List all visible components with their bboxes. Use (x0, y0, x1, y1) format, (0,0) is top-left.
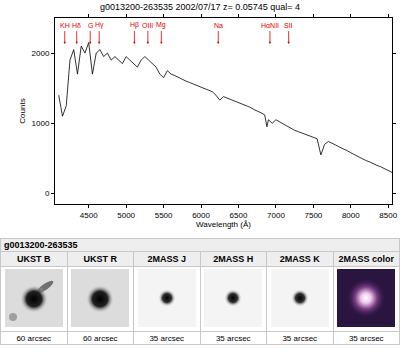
html-text:60 arcsec: 60 arcsec (16, 333, 52, 343)
svg-text:Wavelength (Å): Wavelength (Å) (196, 220, 251, 229)
html-text:g0013200-263535: g0013200-263535 (4, 240, 78, 250)
svg-text:8000: 8000 (342, 211, 360, 220)
svg-text:0: 0 (45, 189, 50, 198)
svg-text:6500: 6500 (230, 211, 248, 220)
svg-text:5500: 5500 (155, 211, 173, 220)
html-text:2MASS J: 2MASS J (147, 254, 186, 264)
html-text:2MASS color: 2MASS color (338, 254, 394, 264)
html-text:35 arcsec: 35 arcsec (282, 333, 318, 343)
svg-text:Mg: Mg (156, 21, 166, 29)
html-text:35 arcsec: 35 arcsec (215, 333, 251, 343)
svg-text:SII: SII (284, 22, 293, 29)
svg-text:5000: 5000 (117, 211, 135, 220)
svg-text:7000: 7000 (267, 211, 285, 220)
svg-text:4500: 4500 (80, 211, 98, 220)
svg-text:6000: 6000 (192, 211, 210, 220)
svg-text:g0013200-263535 2002/07/17 z=: g0013200-263535 2002/07/17 z= 0.05745 qu… (100, 2, 300, 12)
svg-text:G: G (88, 22, 93, 29)
svg-text:Na: Na (214, 22, 223, 29)
svg-text:7500: 7500 (304, 211, 322, 220)
svg-text:2000: 2000 (32, 49, 50, 58)
svg-text:KH: KH (60, 22, 70, 29)
svg-text:Hγ: Hγ (95, 21, 104, 29)
svg-text:Hβ: Hβ (130, 21, 139, 29)
html-text:35 arcsec: 35 arcsec (149, 333, 185, 343)
html-text:60 arcsec: 60 arcsec (82, 333, 118, 343)
html-text:35 arcsec: 35 arcsec (348, 333, 384, 343)
svg-text:HαNII: HαNII (261, 22, 279, 29)
svg-text:8500: 8500 (379, 211, 397, 220)
svg-text:Counts: Counts (18, 98, 27, 123)
svg-text:Hδ: Hδ (72, 22, 81, 29)
svg-text:1000: 1000 (32, 119, 50, 128)
svg-text:OIII: OIII (142, 22, 153, 29)
html-text:UKST R: UKST R (83, 254, 117, 264)
html-text:2MASS K: 2MASS K (279, 254, 320, 264)
html-text:UKST B: UKST B (17, 254, 51, 264)
html-text:2MASS H: 2MASS H (213, 254, 254, 264)
